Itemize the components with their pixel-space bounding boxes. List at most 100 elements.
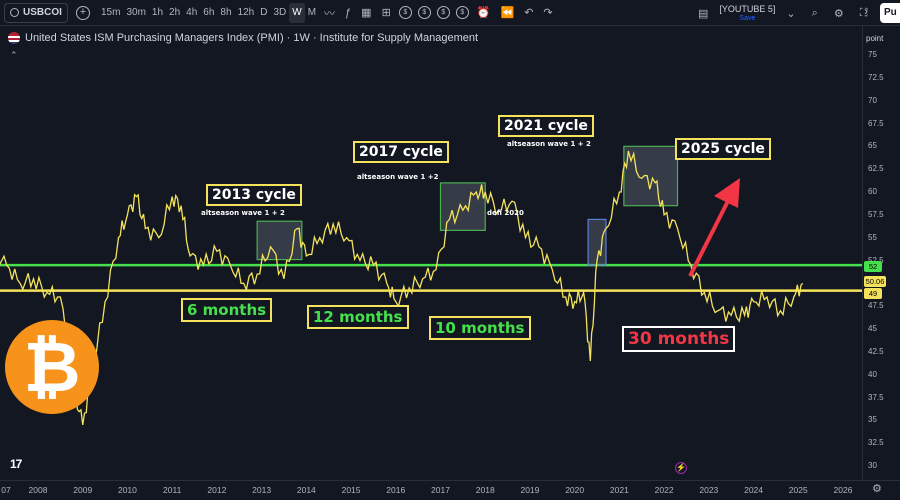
pmi-series-line	[0, 150, 804, 425]
top-toolbar: USBCOI + 15m 30m 1h 2h 4h 6h 8h 12h D 3D W M 〰 ƒ ▦ …	[0, 0, 900, 26]
year-tick: 2009	[73, 485, 93, 495]
cycle-2021-label: 2021 cycle	[498, 115, 594, 137]
price-tick: 67.5	[868, 118, 884, 128]
symbol-search[interactable]: USBCOI	[4, 2, 68, 23]
price-tick: 55	[868, 232, 877, 242]
altseason-2013-label: altseason wave 1 + 2	[201, 209, 285, 217]
search-icon	[10, 8, 19, 17]
year-tick: 2017	[431, 485, 450, 495]
price-tick: 37.5	[868, 392, 884, 402]
interval-12h[interactable]: 12h	[237, 6, 255, 18]
price-tick: 57.5	[868, 209, 884, 219]
price-tick: 30	[868, 461, 877, 470]
altseason-2021-zone	[623, 145, 679, 207]
arrow-right-icon[interactable]: ›	[864, 4, 868, 18]
dollar-icon-4[interactable]: $	[455, 6, 469, 19]
bitcoin-logo-icon: ₿	[5, 320, 99, 414]
cycle-2013-label: 2013 cycle	[206, 184, 302, 206]
months-6-label: 6 months	[181, 298, 273, 322]
current-value-badge: 50.06	[864, 276, 886, 287]
year-tick: 2011	[163, 485, 182, 495]
indicators-icon[interactable]: ƒ	[345, 6, 352, 19]
interval-D[interactable]: D	[260, 6, 268, 18]
time-axis[interactable]	[0, 480, 900, 500]
us-flag-icon	[8, 32, 20, 44]
price-tick: 62.5	[868, 164, 884, 174]
price-tick: 32.5	[868, 438, 884, 448]
undo-icon[interactable]: ↶	[524, 7, 534, 19]
settings-icon-top[interactable]: ⚙	[833, 7, 844, 20]
year-tick: 2022	[654, 485, 674, 495]
collapse-legend-icon[interactable]: ⌃	[10, 50, 18, 60]
redo-icon[interactable]: ↷	[543, 7, 553, 19]
price-tick: 52.5	[868, 255, 884, 265]
cycle-2017-label: 2017 cycle	[353, 141, 449, 163]
templates-icon[interactable]: ▦	[361, 7, 372, 19]
interval-15m[interactable]: 15m	[101, 6, 121, 18]
year-tick: 2025	[788, 485, 808, 495]
year-tick: 2008	[28, 485, 48, 495]
layout-save-status: Save	[739, 14, 756, 22]
interval-8h[interactable]: 8h	[220, 6, 232, 18]
axis-unit-label: point	[866, 34, 884, 43]
price-tick: 75	[868, 50, 877, 59]
interval-1h[interactable]: 1h	[151, 6, 164, 18]
cycle-2025-label: 2025 cycle	[675, 138, 771, 160]
year-tick: 2014	[296, 485, 316, 495]
year-tick: 2013	[252, 485, 272, 495]
chevron-down-icon: ⌄	[786, 7, 796, 20]
year-tick: 2026	[833, 485, 853, 495]
altseason-2017-label: altseason wave 1 +2	[357, 173, 439, 181]
dollar-icon-3[interactable]: $	[436, 6, 450, 19]
months-12-label: 12 months	[307, 305, 409, 329]
price-tick: 65	[868, 141, 877, 151]
dollar-icon-2[interactable]: $	[417, 6, 431, 19]
layout-grid-icon: ▤	[698, 7, 709, 20]
year-tick: 2020	[565, 485, 585, 495]
chart-title: United States ISM Purchasing Managers In…	[25, 32, 479, 44]
interval-4h[interactable]: 4h	[186, 6, 198, 18]
interval-2h[interactable]: 2h	[169, 6, 181, 18]
year-tick: 2018	[475, 485, 495, 495]
year-tick: 07	[1, 485, 11, 495]
defi-2020-label: defi 2020	[487, 209, 524, 217]
interval-3D[interactable]: 3D	[273, 6, 287, 18]
alert-icon[interactable]: ⏰	[476, 7, 491, 19]
price-tick: 60	[868, 187, 877, 196]
price-tick: 40	[868, 369, 877, 379]
interval-6h[interactable]: 6h	[203, 6, 215, 18]
interval-M[interactable]: M	[307, 6, 317, 18]
settings-icon[interactable]: ⚙	[872, 483, 882, 495]
red-arrow-shaft	[688, 200, 730, 277]
price-axis[interactable]	[862, 26, 900, 480]
chart-type-icon[interactable]: 〰	[324, 7, 336, 20]
altseason-2021-label: altseason wave 1 + 2	[507, 140, 591, 148]
months-10-label: 10 months	[429, 316, 531, 340]
fullscreen-icon[interactable]: ⛶	[859, 6, 868, 19]
lightning-icon[interactable]: ⚡	[675, 462, 687, 474]
chart-legend: United States ISM Purchasing Managers In…	[8, 32, 478, 44]
add-symbol-button[interactable]: +	[76, 5, 90, 20]
interval-30m[interactable]: 30m	[126, 6, 146, 18]
search-icon-right[interactable]: ⌕	[811, 6, 818, 19]
replay-icon[interactable]: ⏪	[500, 7, 515, 19]
price-tick: 42.5	[868, 346, 884, 356]
red-arrow-head	[714, 178, 740, 208]
green-line-badge: 52	[864, 261, 882, 272]
symbol-label: USBCOI	[23, 7, 62, 18]
price-tick: 45	[868, 324, 877, 333]
price-tick: 72.5	[868, 72, 884, 82]
layout-name-block: [YOUTUBE 5] Save	[719, 4, 775, 22]
chart-area[interactable]	[0, 26, 862, 480]
price-tick: 70	[868, 95, 877, 105]
yellow-line-badge: 49	[864, 288, 882, 299]
interval-W[interactable]: W	[289, 2, 305, 23]
price-tick: 35	[868, 415, 877, 425]
altseason-2017-zone	[439, 182, 486, 231]
altseason-2013-zone	[256, 220, 303, 261]
layouts-icon[interactable]: ⊞	[381, 7, 391, 19]
interval-selector: 15m 30m 1h 2h 4h 6h 8h 12h D 3D W M	[98, 2, 319, 23]
year-tick: 2024	[744, 485, 764, 495]
publish-button[interactable]: Pu	[880, 3, 900, 23]
dollar-icon-1[interactable]: $	[398, 6, 412, 19]
